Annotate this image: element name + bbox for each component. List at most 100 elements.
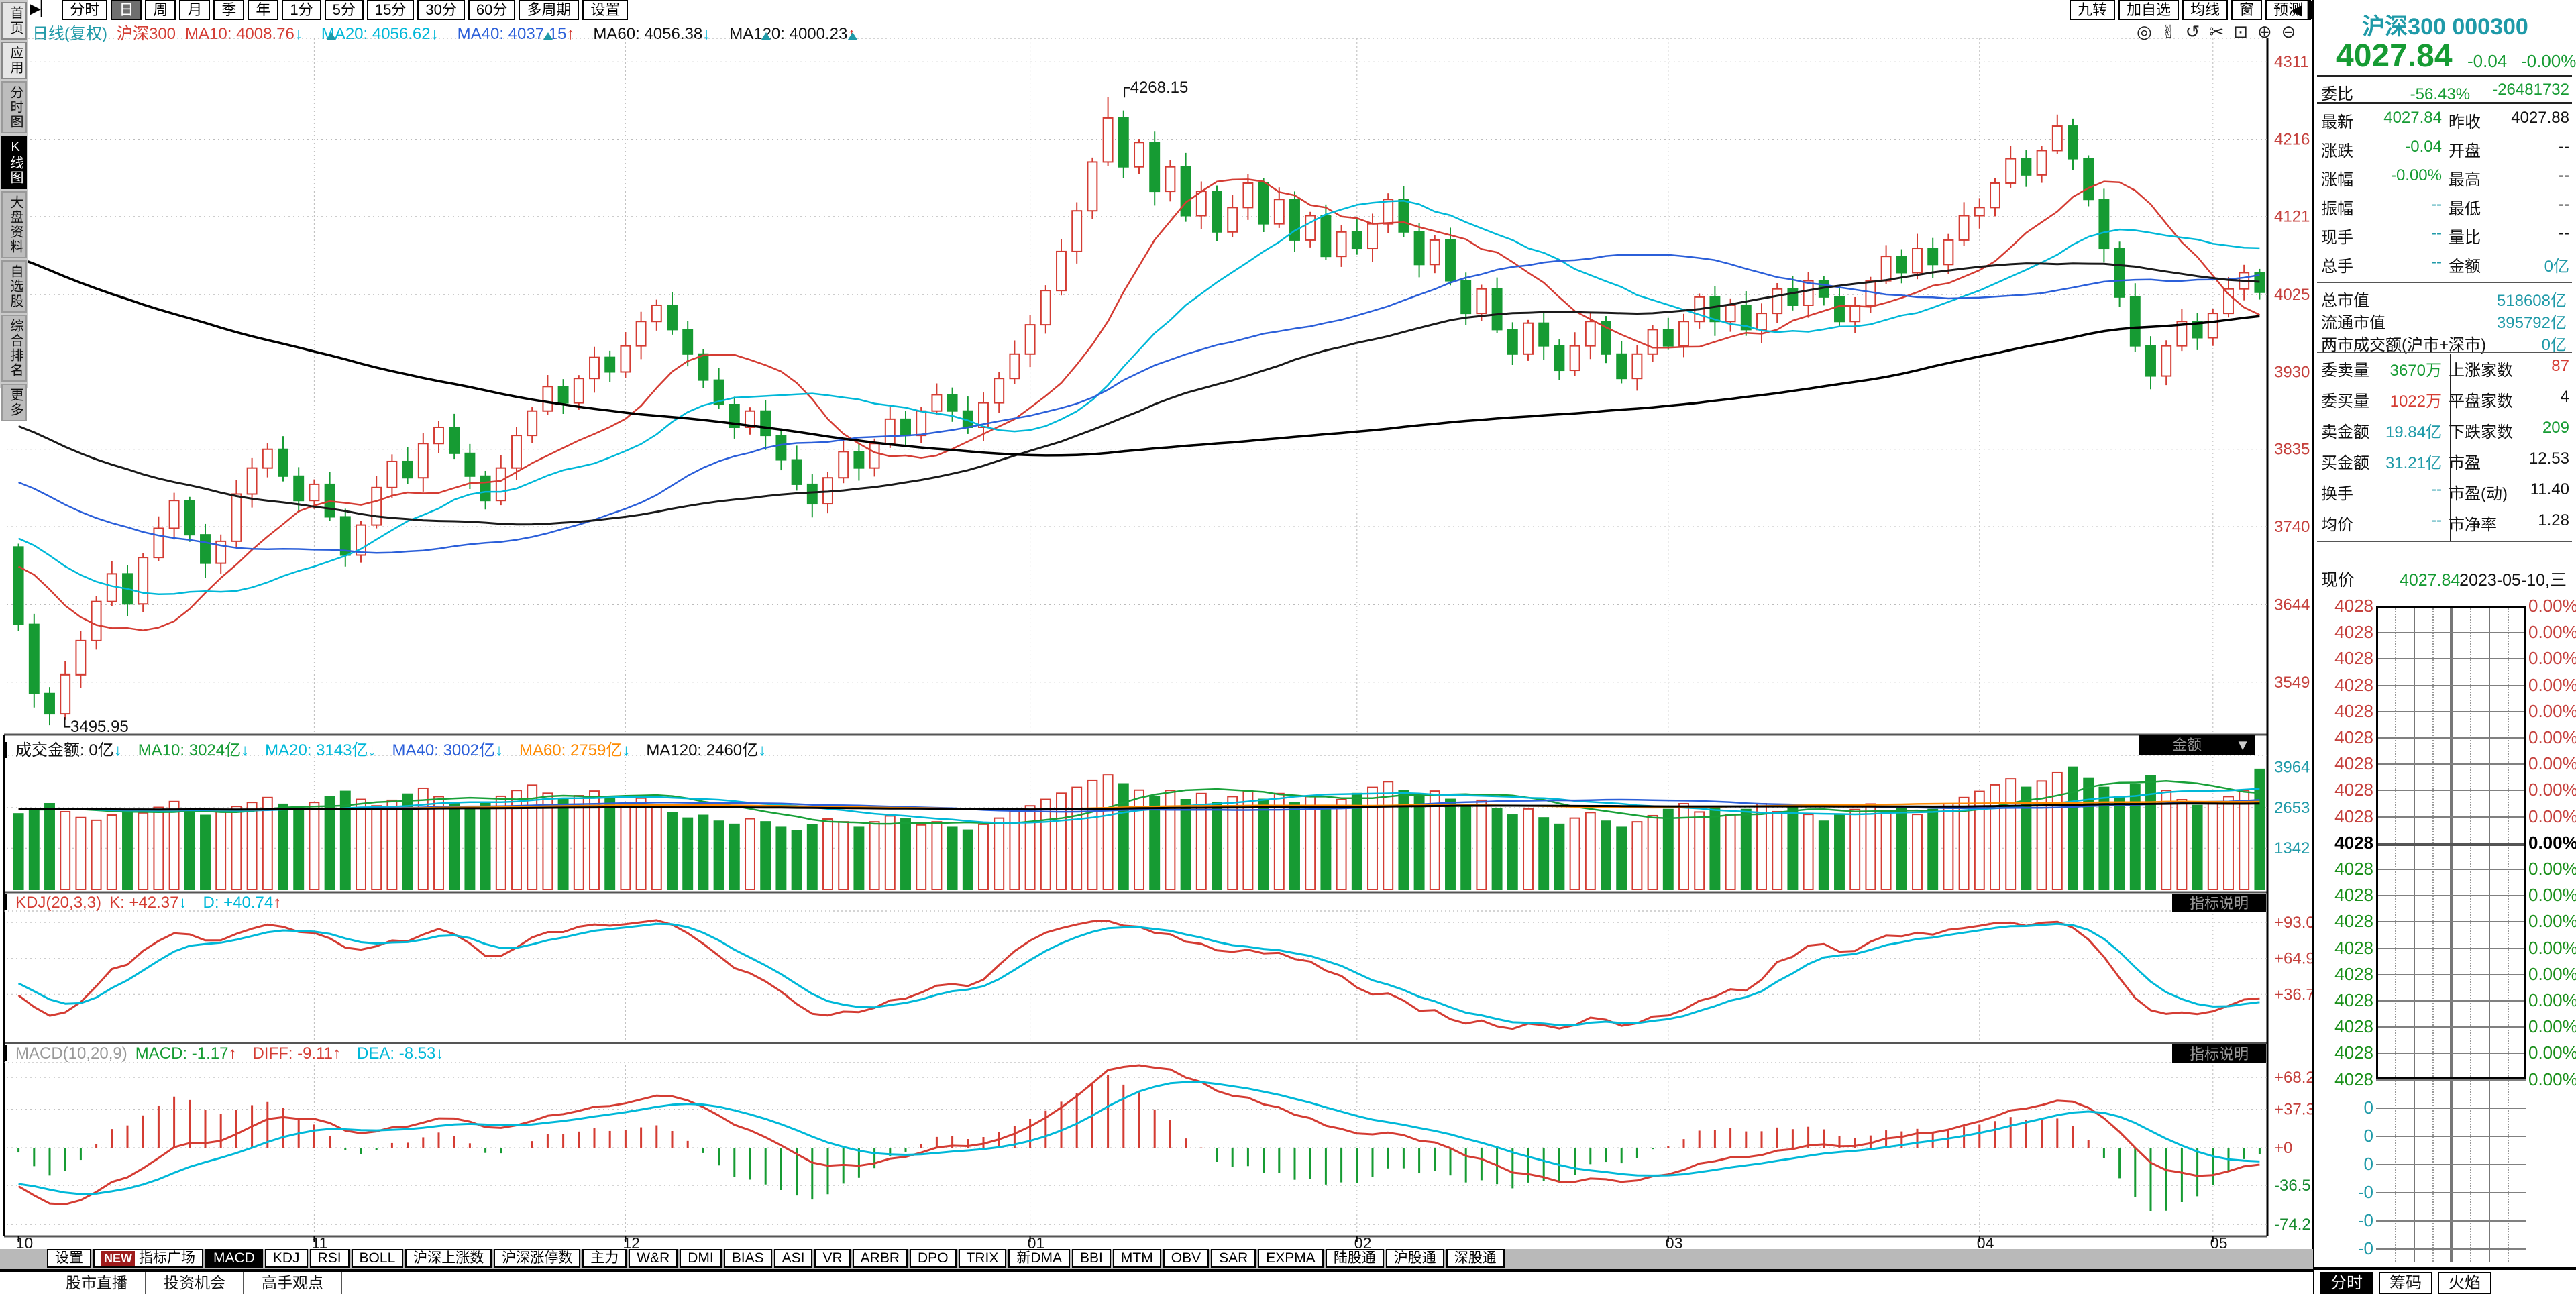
chevron-down-icon: ▼ [2235, 737, 2250, 753]
toolbar-button-九转[interactable]: 九转 [2070, 0, 2116, 20]
period-button-设置[interactable]: 设置 [582, 0, 629, 20]
volume-bar [1585, 812, 1596, 891]
sidebar-item-综合排名[interactable]: 综合排名 [1, 315, 27, 382]
undo-icon[interactable]: ↺ [2185, 21, 2210, 42]
indicator-tab-陆股通[interactable]: 陆股通 [1325, 1249, 1384, 1268]
indicator-tab-VR[interactable]: VR [814, 1249, 851, 1268]
corner-nav-icon[interactable]: ◀▐ [2291, 1, 2313, 18]
period-button-15分[interactable]: 15分 [366, 0, 415, 20]
ladder-pct-label: 0.00% [2528, 990, 2576, 1010]
volume-bar [278, 803, 288, 890]
indicator-tab-沪深涨停数[interactable]: 沪深涨停数 [494, 1249, 581, 1268]
tab-indicator-plaza[interactable]: NEW 指标广场 [93, 1249, 203, 1268]
sidebar-item-首页[interactable]: 首页 [1, 2, 27, 40]
period-button-季[interactable]: 季 [213, 0, 245, 20]
cut-icon[interactable]: ✂ [2209, 21, 2234, 42]
toolbar-button-预测[interactable]: 预测 [2265, 0, 2312, 20]
volume-bar [589, 790, 600, 890]
indicator-tab-DPO[interactable]: DPO [910, 1249, 957, 1268]
indicator-tab-深股通[interactable]: 深股通 [1446, 1249, 1505, 1268]
volume-bar [1056, 792, 1067, 890]
indicator-tab-EXPMA[interactable]: EXPMA [1258, 1249, 1324, 1268]
indicator-tab-BIAS[interactable]: BIAS [723, 1249, 772, 1268]
kdj-indicator-note-button[interactable]: 指标说明 [2172, 894, 2266, 912]
candle-body [1880, 256, 1892, 282]
ladder-pct-label: 0.00% [2528, 700, 2576, 721]
candle-body [1678, 321, 1689, 347]
sidebar-item-分时图[interactable]: 分时图 [1, 81, 27, 133]
indicator-tab-OBV[interactable]: OBV [1163, 1249, 1210, 1268]
grid-line [2450, 606, 2453, 1262]
sidebar-item-大盘资料[interactable]: 大盘资料 [1, 191, 27, 258]
sidebar-item-应用[interactable]: 应用 [1, 42, 27, 79]
toolbar-button-窗[interactable]: 窗 [2231, 0, 2263, 20]
period-button-日[interactable]: 日 [111, 0, 142, 20]
sidebar-item-更多[interactable]: 更多 [1, 384, 27, 421]
mini-tab-火焰[interactable]: 火焰 [2438, 1272, 2491, 1294]
period-button-分时[interactable]: 分时 [62, 0, 108, 20]
period-button-1分[interactable]: 1分 [282, 0, 321, 20]
indicator-tab-KDJ[interactable]: KDJ [264, 1249, 308, 1268]
sidebar-item-K线图[interactable]: K线图 [1, 136, 27, 189]
quote-label: 流通市值 [2321, 314, 2385, 332]
period-button-周[interactable]: 周 [145, 0, 176, 20]
volume-type-dropdown[interactable]: 金额 ▼ [2139, 735, 2255, 755]
indicator-tab-DMI[interactable]: DMI [680, 1249, 722, 1268]
indicator-tab-新DMA[interactable]: 新DMA [1008, 1249, 1071, 1268]
indicator-tab-BBI[interactable]: BBI [1072, 1249, 1111, 1268]
ladder-price-label: 4028 [2334, 727, 2373, 747]
period-button-月[interactable]: 月 [179, 0, 211, 20]
grid-line [2376, 737, 2526, 739]
ma20-line [18, 200, 2260, 596]
indicator-tab-BOLL[interactable]: BOLL [351, 1249, 404, 1268]
bottom-link-投资机会[interactable]: 投资机会 [146, 1272, 244, 1294]
indicator-tab-TRIX[interactable]: TRIX [958, 1249, 1007, 1268]
scroll-left-icon[interactable]: ▶▏ [30, 0, 52, 17]
period-button-30分[interactable]: 30分 [417, 0, 465, 20]
toolbar-button-均线[interactable]: 均线 [2182, 0, 2229, 20]
period-button-5分[interactable]: 5分 [324, 0, 364, 20]
lock-icon[interactable]: ⊡ [2233, 21, 2257, 42]
ladder-price-label: 4028 [2334, 753, 2373, 774]
volume-header: 成交金额: 0亿↓ MA10: 3024亿↓ MA20: 3143亿↓ MA40: 3… [4, 737, 782, 760]
indicator-tab-MACD[interactable]: MACD [205, 1249, 263, 1268]
indicator-tab-ASI[interactable]: ASI [773, 1249, 813, 1268]
indicator-tab-沪股通[interactable]: 沪股通 [1385, 1249, 1444, 1268]
period-button-年[interactable]: 年 [248, 0, 279, 20]
zoom-in-icon[interactable]: ⊕ [2257, 21, 2282, 42]
volume-bar [1912, 814, 1923, 890]
target-icon[interactable]: ◎ [2137, 21, 2161, 42]
grid-line [2376, 684, 2526, 686]
indicator-tab-MTM[interactable]: MTM [1112, 1249, 1161, 1268]
volume-bar [1258, 798, 1269, 890]
divider [2317, 352, 2572, 353]
candle-body [527, 410, 538, 437]
sidebar-item-自选股[interactable]: 自选股 [1, 260, 27, 313]
indicator-tab-主力[interactable]: 主力 [582, 1249, 627, 1268]
tab-settings[interactable]: 设置 [47, 1249, 91, 1268]
bottom-link-高手观点[interactable]: 高手观点 [244, 1272, 342, 1294]
period-button-多周期[interactable]: 多周期 [519, 0, 580, 20]
indicator-tab-沪深上涨数[interactable]: 沪深上涨数 [405, 1249, 492, 1268]
indicator-tab-W&R[interactable]: W&R [629, 1249, 678, 1268]
hand-icon[interactable]: ✌ [2161, 21, 2186, 42]
zoom-out-icon[interactable]: ⊖ [2281, 21, 2306, 42]
ma-value: MA10: 4008.76↓ [185, 25, 303, 43]
toolbar-button-加自选[interactable]: 加自选 [2118, 0, 2180, 20]
indicator-tab-RSI[interactable]: RSI [309, 1249, 350, 1268]
macd-indicator-note-button[interactable]: 指标说明 [2172, 1044, 2266, 1063]
candle-body [604, 356, 616, 373]
candle-body [28, 623, 40, 694]
mini-tab-筹码[interactable]: 筹码 [2379, 1272, 2432, 1294]
indicator-tab-ARBR[interactable]: ARBR [852, 1249, 908, 1268]
mini-tab-分时[interactable]: 分时 [2320, 1272, 2373, 1294]
bottom-link-股市直播[interactable]: 股市直播 [48, 1272, 146, 1294]
macd-diff-line [17, 1064, 2260, 1205]
chart-canvas[interactable]: 10 11 12 01 02 03 04 05 4311 4216 4121 4025 3930 3835… [0, 0, 2313, 1249]
indicator-tab-SAR[interactable]: SAR [1211, 1249, 1256, 1268]
candle-body [2021, 158, 2032, 176]
grid-line [2376, 895, 2526, 897]
period-button-60分[interactable]: 60分 [468, 0, 516, 20]
ladder-volume-label: -0 [2357, 1209, 2373, 1230]
divider [2317, 102, 2572, 104]
